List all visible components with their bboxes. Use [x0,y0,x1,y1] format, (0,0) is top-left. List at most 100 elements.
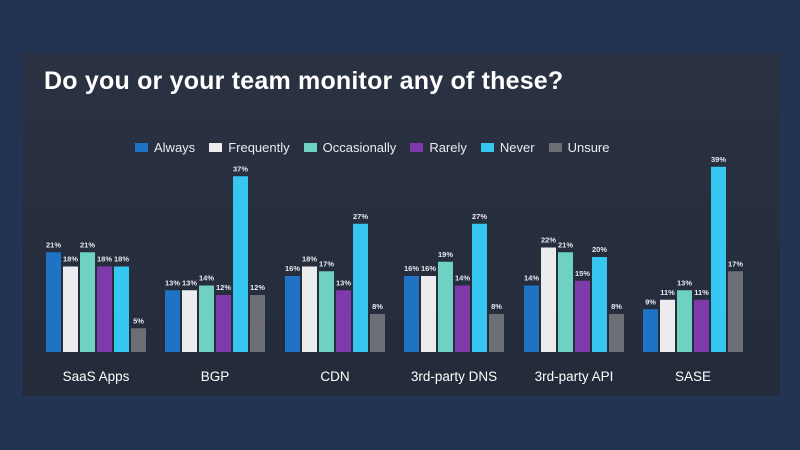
data-label: 8% [372,302,383,311]
data-label: 19% [438,250,453,259]
legend-swatch [209,142,223,152]
bar-bgp-rarely [216,295,231,352]
bar-cdn-always [285,276,300,352]
legend-swatch [480,142,494,152]
bar-3rd-party-api-rarely [575,280,590,352]
bar-sase-always [643,309,658,352]
bar-3rd-party-api-frequently [541,247,556,352]
data-label: 27% [353,212,368,221]
bar-cdn-never [353,223,368,352]
data-label: 18% [63,255,78,264]
data-label: 13% [336,278,351,287]
category-label: CDN [320,369,349,384]
bar-sase-frequently [660,299,675,352]
bar-3rd-party-dns-rarely [455,285,470,352]
legend-item-rarely: Rarely [410,140,467,155]
legend-swatch [135,142,148,152]
data-label: 39% [711,155,726,164]
bar-3rd-party-api-always [524,285,539,352]
bar-bgp-unsure [250,295,265,352]
data-label: 9% [645,297,656,306]
bar-3rd-party-api-never [592,257,607,352]
legend-swatch [410,142,424,152]
data-label: 5% [133,316,144,325]
data-label: 18% [302,255,317,264]
data-label: 21% [46,240,61,249]
data-label: 8% [611,302,622,311]
bar-sase-occasionally [677,290,692,352]
category-label: 3rd-party API [535,369,614,384]
data-label: 27% [472,212,487,221]
data-label: 18% [97,255,112,264]
data-label: 22% [541,236,556,245]
bar-3rd-party-dns-always [404,276,419,352]
legend-item-never: Never [480,139,535,155]
bar-3rd-party-dns-occasionally [438,261,453,352]
legend-swatch [548,142,562,152]
bar-3rd-party-api-unsure [609,314,624,352]
data-label: 14% [524,274,539,283]
data-label: 12% [216,283,231,292]
bar-saas-apps-always [46,252,61,352]
bar-3rd-party-dns-never [472,223,487,352]
bar-bgp-frequently [182,290,197,352]
data-label: 17% [728,259,743,268]
chart-legend: Always Frequently Occasionally Rarely Never U… [135,139,610,155]
data-label: 16% [421,264,436,273]
legend-label: Rarely [429,139,467,155]
legend-label: Frequently [228,139,290,155]
data-label: 14% [455,274,470,283]
legend-label: Unsure [567,139,610,155]
bar-cdn-frequently [302,266,317,352]
category-label: SaaS Apps [63,369,130,384]
bar-saas-apps-rarely [97,266,112,352]
category-label: BGP [201,369,230,384]
bar-saas-apps-frequently [63,266,78,352]
data-label: 11% [660,288,675,297]
bar-sase-rarely [694,299,709,352]
bar-3rd-party-dns-unsure [489,314,504,352]
bar-saas-apps-never [114,266,129,352]
chart-title: Do you or your team monitor any of these… [44,67,564,95]
bar-bgp-always [165,290,180,352]
data-label: 37% [233,164,248,173]
data-label: 13% [677,278,692,287]
bar-saas-apps-unsure [131,328,146,352]
data-label: 11% [694,288,709,297]
data-label: 21% [80,240,95,249]
data-label: 8% [491,302,502,311]
data-label: 16% [404,264,419,273]
bar-bgp-occasionally [199,285,214,352]
legend-item-always: Always [135,140,195,155]
bar-3rd-party-dns-frequently [421,276,436,352]
legend-label: Always [154,139,196,155]
data-label: 15% [575,269,590,278]
category-label: SASE [675,369,711,384]
bar-bgp-never [233,176,248,352]
legend-item-unsure: Unsure [548,139,610,155]
data-label: 18% [114,255,129,264]
bar-sase-never [711,166,726,352]
bar-cdn-occasionally [319,271,334,352]
bar-cdn-rarely [336,290,351,352]
data-label: 13% [182,278,197,287]
bar-cdn-unsure [370,314,385,352]
data-label: 20% [592,245,607,254]
legend-item-occasionally: Occasionally [303,139,397,155]
data-label: 17% [319,259,334,268]
legend-swatch [303,142,317,152]
bar-sase-unsure [728,271,743,352]
legend-item-frequently: Frequently [209,139,290,155]
data-label: 12% [250,283,265,292]
bar-3rd-party-api-occasionally [558,252,573,352]
bar-saas-apps-occasionally [80,252,95,352]
data-label: 16% [285,264,300,273]
data-label: 14% [199,274,214,283]
data-label: 13% [165,278,180,287]
legend-label: Occasionally [322,139,397,155]
data-label: 21% [558,240,573,249]
legend-label: Never [499,139,535,155]
slide-panel: Do you or your team monitor any of these… [22,53,780,396]
category-label: 3rd-party DNS [411,369,497,384]
